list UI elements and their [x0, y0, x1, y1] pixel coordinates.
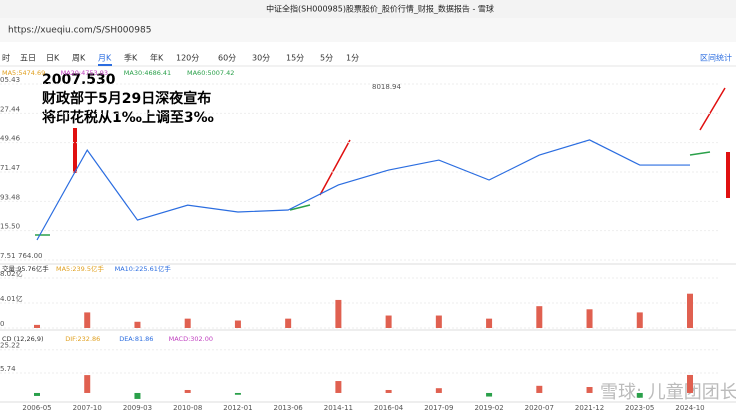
tab[interactable]: 30分: [252, 54, 270, 63]
min-label: 764.00: [18, 252, 43, 260]
legend: MA60:5007.42: [187, 69, 234, 77]
bar: [486, 318, 493, 328]
tab[interactable]: 月K: [98, 54, 112, 63]
legend: CD (12,26,9): [2, 335, 44, 343]
x-tick-label: 2016-04: [374, 404, 404, 412]
bar: [536, 306, 543, 328]
x-tick-label: 2023-05: [625, 404, 654, 412]
range-stat[interactable]: 区间统计: [700, 53, 732, 63]
y-tick-label: 8.02亿: [0, 269, 23, 278]
bar: [184, 389, 191, 393]
y-tick-label: 7.51: [0, 252, 16, 260]
bar: [435, 388, 442, 393]
watermark: 雪球: 儿童团团长: [600, 382, 736, 403]
bar: [84, 375, 91, 393]
window-title: 中证全指(SH000985)股票股价_股价行情_财报_数据报告 - 雪球: [266, 4, 494, 14]
x-tick-label: 2006-05: [22, 404, 51, 412]
legend: MACD:302.00: [169, 335, 213, 343]
bar: [687, 374, 693, 393]
bar: [34, 324, 40, 328]
x-tick-label: 2020-07: [525, 404, 554, 412]
tab[interactable]: 15分: [286, 54, 304, 63]
legend: DEA:81.86: [119, 335, 153, 343]
trend-arrow: [319, 87, 726, 196]
bar: [234, 392, 241, 395]
x-tick-label: 2024-10: [675, 404, 704, 412]
bar: [234, 320, 241, 328]
legend: MA30:4686.41: [124, 69, 171, 77]
bar: [34, 392, 40, 396]
tab[interactable]: 日K: [46, 54, 60, 63]
title-bar: [0, 0, 736, 18]
legend: MA5:5474.69: [2, 69, 45, 77]
x-tick-label: 2012-01: [223, 404, 252, 412]
tab[interactable]: 年K: [150, 53, 164, 63]
price-line: [36, 139, 690, 241]
tab[interactable]: 1分: [346, 54, 359, 63]
y-tick-label: 05.43: [0, 76, 20, 84]
legend: 交量:95.76亿手: [2, 264, 49, 273]
tab[interactable]: 120分: [176, 54, 199, 63]
bar: [486, 392, 493, 397]
annotation-bar: [726, 152, 730, 198]
legend: MA5:239.5亿手: [56, 264, 104, 273]
tab[interactable]: 周K: [72, 54, 86, 63]
bar: [636, 392, 643, 398]
annotation: 财政部于5月29日深夜宣布: [41, 90, 211, 107]
legend: DIF:232.86: [65, 335, 100, 343]
bar: [335, 381, 342, 393]
tab[interactable]: 5分: [320, 54, 333, 63]
toolbar: [0, 18, 736, 42]
bar: [636, 312, 643, 328]
bar: [84, 312, 91, 328]
bar: [385, 389, 392, 393]
bar: [134, 392, 141, 399]
bar: [184, 318, 191, 328]
y-tick-label: 5.74: [0, 365, 16, 373]
bar: [285, 318, 292, 328]
legend: MA20:4753.93: [61, 69, 108, 77]
bar: [536, 385, 543, 393]
bar: [586, 309, 593, 328]
y-tick-label: 93.48: [0, 193, 20, 201]
bar: [134, 321, 141, 328]
tab[interactable]: 五日: [20, 54, 36, 63]
y-tick-label: 25.22: [0, 342, 20, 350]
annotation: 将印花税从1‰上调至3‰: [42, 109, 214, 126]
x-tick-label: 2007-10: [73, 404, 102, 412]
annotation-bar: [73, 128, 77, 173]
bar: [586, 387, 593, 393]
tab[interactable]: 60分: [218, 54, 236, 63]
bar: [385, 315, 392, 328]
y-tick-label: 27.44: [0, 105, 21, 113]
legend: MA10:225.61亿手: [115, 264, 172, 273]
bar: [435, 315, 442, 328]
x-tick-label: 2010-08: [173, 404, 202, 412]
y-tick-label: 71.47: [0, 164, 20, 172]
y-tick-label: 49.46: [0, 135, 21, 143]
bar: [687, 293, 693, 328]
tab[interactable]: 时: [2, 53, 10, 63]
url[interactable]: https://xueqiu.com/S/SH000985: [8, 26, 151, 36]
x-tick-label: 2014-11: [324, 404, 353, 412]
x-tick-label: 2019-02: [474, 404, 503, 412]
tab[interactable]: 季K: [124, 53, 138, 63]
trend-arrow: [35, 151, 711, 236]
x-tick-label: 2013-06: [274, 404, 304, 412]
y-tick-label: 0: [0, 320, 4, 328]
x-tick-label: 2009-03: [123, 404, 152, 412]
y-tick-label: 4.01亿: [0, 294, 23, 303]
y-tick-label: 15.50: [0, 223, 20, 231]
x-tick-label: 2021-12: [575, 404, 604, 412]
max-label: 8018.94: [372, 83, 401, 91]
x-tick-label: 2017-09: [424, 404, 453, 412]
bar: [335, 299, 342, 328]
